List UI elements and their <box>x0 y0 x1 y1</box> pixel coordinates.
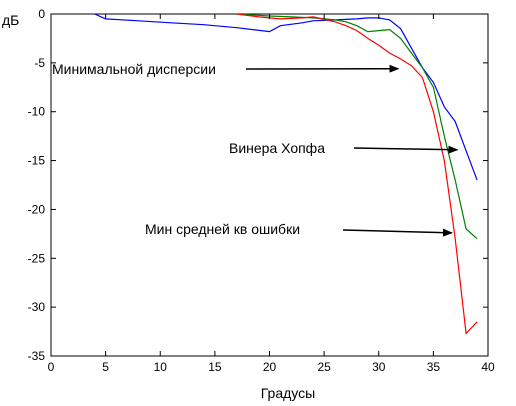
y-tick-label: 0 <box>38 7 45 21</box>
x-tick-label: 5 <box>102 360 109 374</box>
x-tick-label: 10 <box>154 360 168 374</box>
y-tick-label: -20 <box>28 202 46 216</box>
x-tick-label: 40 <box>481 360 495 374</box>
series-line-min-variance <box>94 14 478 181</box>
y-tick-label: -30 <box>28 300 46 314</box>
series-layer <box>94 14 478 335</box>
annotation-wiener-hopf-arrow <box>353 145 459 154</box>
y-axis-label: дБ <box>2 12 19 28</box>
x-axis-label: Градусы <box>261 385 315 401</box>
x-tick-label: 25 <box>317 360 331 374</box>
plot-area <box>50 13 489 357</box>
y-tick-label: -35 <box>28 349 46 363</box>
x-tick-label: 20 <box>263 360 277 374</box>
x-tick-label: 0 <box>48 360 55 374</box>
y-tick-label: -25 <box>28 251 46 265</box>
annotation-wiener-hopf: Винера Хопфа <box>229 140 459 156</box>
annotation-min-variance: Минимальной дисперсии <box>52 61 400 77</box>
y-tick-label: -15 <box>28 154 46 168</box>
y-axis-ticks: 0 -5 -10 -15 -20 -25 -30 -35 <box>28 7 488 363</box>
annotation-mmse-text: Мин средней кв ошибки <box>145 221 300 237</box>
y-tick-label: -10 <box>28 105 46 119</box>
x-tick-label: 35 <box>427 360 441 374</box>
y-tick-label: -5 <box>34 56 45 70</box>
series-line-mmse <box>236 14 478 335</box>
annotation-mmse: Мин средней кв ошибки <box>145 221 453 237</box>
x-axis-ticks: 0 5 10 15 20 25 30 35 40 <box>48 14 495 374</box>
annotation-min-variance-text: Минимальной дисперсии <box>52 61 216 77</box>
annotation-mmse-arrow <box>342 228 453 237</box>
annotation-wiener-hopf-text: Винера Хопфа <box>229 140 325 156</box>
x-tick-label: 30 <box>372 360 386 374</box>
x-tick-label: 15 <box>208 360 222 374</box>
